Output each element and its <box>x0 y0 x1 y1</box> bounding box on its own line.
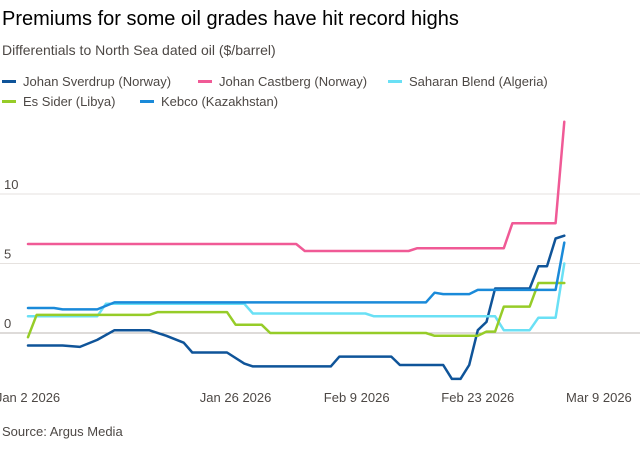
y-tick-label: 0 <box>4 316 11 331</box>
x-tick-label: Feb 9 2026 <box>324 390 390 405</box>
legend-label: Johan Sverdrup (Norway) <box>23 73 172 89</box>
series-line <box>26 234 566 381</box>
x-tick-label: Mar 9 2026 <box>566 390 632 405</box>
gridlines <box>0 193 640 334</box>
legend-swatch <box>198 79 212 83</box>
x-tick-label: Jan 2 2026 <box>0 390 60 405</box>
series-lines <box>26 120 566 381</box>
y-tick-label: 10 <box>4 177 18 192</box>
chart-title: Premiums for some oil grades have hit re… <box>2 8 459 30</box>
legend-item: Johan Castberg (Norway) <box>198 73 367 89</box>
legend-swatch <box>140 99 154 103</box>
series-line <box>26 262 566 332</box>
series-line <box>26 120 566 253</box>
y-axis-labels: 0 5 10 <box>4 177 18 331</box>
y-tick-label: 5 <box>4 247 11 262</box>
legend-label: Es Sider (Libya) <box>23 93 116 109</box>
legend-item: Kebco (Kazakhstan) <box>140 93 278 109</box>
legend-label: Johan Castberg (Norway) <box>219 73 368 89</box>
legend-item: Johan Sverdrup (Norway) <box>2 73 171 89</box>
source-note: Source: Argus Media <box>2 424 123 439</box>
x-tick-label: Feb 23 2026 <box>441 390 514 405</box>
x-tick-label: Jan 26 2026 <box>200 390 272 405</box>
x-axis-labels: Jan 2 2026 Jan 26 2026 Feb 9 2026 Feb 23 20… <box>0 390 632 405</box>
legend-label: Saharan Blend (Algeria) <box>409 73 548 89</box>
legend-swatch <box>388 79 402 83</box>
legend-item: Saharan Blend (Algeria) <box>388 73 548 89</box>
legend-swatch <box>2 79 16 83</box>
chart-subtitle: Differentials to North Sea dated oil ($/… <box>2 42 276 58</box>
legend-item: Es Sider (Libya) <box>2 93 115 109</box>
series-line <box>26 241 566 311</box>
series-line <box>26 281 566 339</box>
legend-label: Kebco (Kazakhstan) <box>161 93 279 109</box>
legend-swatch <box>2 99 16 103</box>
